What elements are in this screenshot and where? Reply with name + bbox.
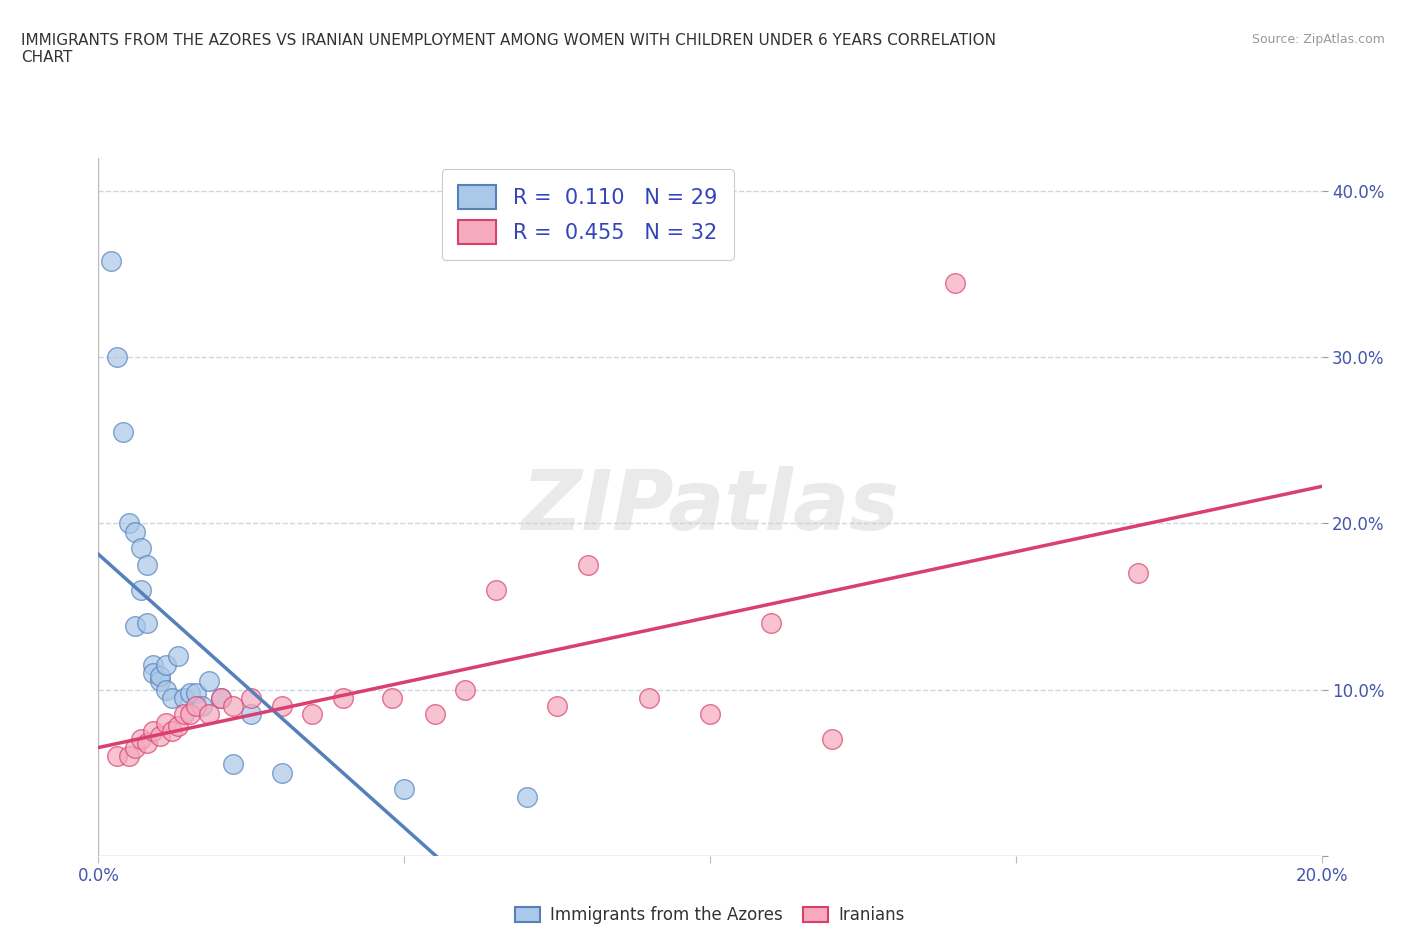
Point [209, 690, 232, 705]
Point [637, 690, 661, 705]
Point [485, 582, 508, 597]
Point [124, 619, 146, 634]
Point [129, 732, 152, 747]
Point [240, 707, 263, 722]
Point [699, 707, 721, 722]
Point [222, 698, 245, 713]
Point [179, 685, 201, 700]
Text: IMMIGRANTS FROM THE AZORES VS IRANIAN UNEMPLOYMENT AMONG WOMEN WITH CHILDREN UND: IMMIGRANTS FROM THE AZORES VS IRANIAN UN… [21, 33, 995, 65]
Point [943, 275, 966, 290]
Point [149, 673, 172, 688]
Point [167, 719, 190, 734]
Point [191, 698, 214, 713]
Point [759, 616, 782, 631]
Point [136, 736, 159, 751]
Point [155, 715, 177, 730]
Point [118, 516, 141, 531]
Point [821, 732, 844, 747]
Point [270, 765, 292, 780]
Point [129, 582, 152, 597]
Text: Source: ZipAtlas.com: Source: ZipAtlas.com [1251, 33, 1385, 46]
Point [516, 790, 538, 805]
Point [142, 724, 165, 738]
Point [160, 690, 183, 705]
Point [222, 757, 245, 772]
Point [155, 658, 177, 672]
Point [197, 707, 219, 722]
Point [301, 707, 323, 722]
Point [381, 690, 404, 705]
Point [423, 707, 446, 722]
Point [136, 558, 159, 573]
Point [105, 749, 128, 764]
Point [173, 707, 195, 722]
Point [240, 690, 263, 705]
Point [111, 425, 134, 440]
Point [142, 666, 165, 681]
Point [209, 690, 232, 705]
Point [105, 350, 128, 365]
Point [142, 658, 165, 672]
Point [149, 728, 172, 743]
Point [160, 724, 183, 738]
Point [454, 682, 477, 697]
Text: ZIPatlas: ZIPatlas [522, 466, 898, 548]
Point [136, 616, 159, 631]
Point [270, 698, 292, 713]
Point [124, 740, 146, 755]
Point [173, 690, 195, 705]
Point [1128, 565, 1150, 580]
Point [186, 685, 208, 700]
Point [546, 698, 568, 713]
Point [186, 698, 208, 713]
Point [118, 749, 141, 764]
Point [576, 558, 599, 573]
Point [167, 649, 190, 664]
Point [332, 690, 354, 705]
Point [197, 673, 219, 688]
Legend: Immigrants from the Azores, Iranians: Immigrants from the Azores, Iranians [509, 899, 911, 930]
Point [155, 682, 177, 697]
Point [124, 525, 146, 539]
Point [100, 254, 122, 269]
Point [179, 707, 201, 722]
Point [149, 669, 172, 684]
Point [129, 541, 152, 556]
Point [392, 782, 416, 797]
